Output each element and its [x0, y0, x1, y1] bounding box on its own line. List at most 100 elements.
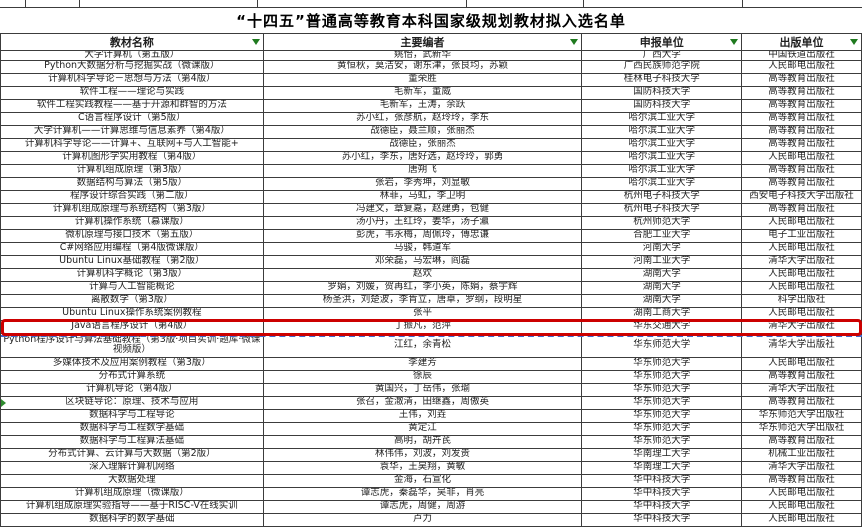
cell-textbook-name[interactable]: 软件工程——理论与实践 [1, 86, 264, 99]
cell-textbook-name[interactable]: 计算机图形学实用教程（第4版） [1, 151, 264, 164]
cell-organization[interactable]: 华中科技大学 [582, 474, 743, 487]
cell-editors[interactable]: 毛新军，董威 [264, 86, 583, 99]
cell-organization[interactable]: 杭州电子科技大学 [582, 203, 743, 216]
cell-textbook-name[interactable]: 计算与人工智能概论 [1, 281, 264, 294]
cell-organization[interactable]: 杭州电子科技大学 [582, 190, 743, 203]
cell-publisher[interactable]: 人民邮电出版社 [742, 60, 862, 73]
cell-editors[interactable]: 徐辰 [264, 370, 583, 383]
cell-textbook-name[interactable]: 计算机组成原理（第3版） [1, 164, 264, 177]
cell-editors[interactable]: 战德臣，张丽杰 [264, 138, 583, 151]
cell-editors[interactable]: 苏小红，张彦航，赵玲玲，李东 [264, 112, 583, 125]
cell-publisher[interactable]: 人民邮电出版社 [742, 500, 862, 513]
cell-editors[interactable]: 毛新军，王涛，余跃 [264, 99, 583, 112]
cell-textbook-name[interactable]: 计算机导论（第4版） [1, 383, 264, 396]
cell-organization[interactable]: 国防科技大学 [582, 86, 743, 99]
cell-organization[interactable]: 广西大学 [582, 51, 743, 60]
cell-publisher[interactable]: 高等教育出版社 [742, 138, 862, 151]
cell-organization[interactable]: 河南大学 [582, 242, 743, 255]
cell-editors[interactable]: 黄定江 [264, 422, 583, 435]
cell-publisher[interactable]: 高等教育出版社 [742, 203, 862, 216]
cell-publisher[interactable]: 电子工业出版社 [742, 229, 862, 242]
cell-editors[interactable]: 唐朔飞 [264, 164, 583, 177]
cell-textbook-name[interactable]: 分布式计算系统 [1, 370, 264, 383]
cell-publisher[interactable]: 华东师范大学出版社 [742, 409, 862, 422]
cell-organization[interactable]: 哈尔滨工业大学 [582, 138, 743, 151]
cell-publisher[interactable]: 高等教育出版社 [742, 177, 862, 190]
cell-editors[interactable]: 卢力 [264, 513, 583, 526]
cell-publisher[interactable]: 高等教育出版社 [742, 435, 862, 448]
cell-organization[interactable]: 华东师范大学 [582, 370, 743, 383]
cell-organization[interactable]: 哈尔滨工业大学 [582, 112, 743, 125]
header-cell-org[interactable]: 申报单位 [582, 34, 743, 50]
cell-editors[interactable]: 黄恒秋，莫洁安，谢东津，张良均，苏颖 [264, 60, 583, 73]
cell-editors[interactable]: 李建芳 [264, 357, 583, 370]
cell-textbook-name[interactable]: 计算机组成原理实验指导——基于RISC-V在线实训 [1, 500, 264, 513]
cell-editors[interactable]: 战德臣，聂兰顺，张丽杰 [264, 125, 583, 138]
cell-organization[interactable]: 哈尔滨工业大学 [582, 125, 743, 138]
cell-publisher[interactable]: 人民邮电出版社 [742, 242, 862, 255]
cell-publisher[interactable]: 人民邮电出版社 [742, 307, 862, 320]
cell-textbook-name[interactable]: 软件工程实践教程——基于开源和群智的方法 [1, 99, 264, 112]
cell-publisher[interactable]: 清华大学出版社 [742, 320, 862, 333]
cell-textbook-name[interactable]: 大学计算机——计算思维与信息素养（第4版） [1, 125, 264, 138]
cell-textbook-name[interactable]: 大数据处理 [1, 474, 264, 487]
filter-dropdown-icon[interactable] [251, 39, 260, 45]
cell-publisher[interactable]: 人民邮电出版社 [742, 268, 862, 281]
cell-organization[interactable]: 杭州师范大学 [582, 216, 743, 229]
cell-editors[interactable]: 高明，胡卉芪 [264, 435, 583, 448]
cell-organization[interactable]: 广西民族师范学院 [582, 60, 743, 73]
cell-textbook-name[interactable]: C#网络应用编程（第4版微课版） [1, 242, 264, 255]
cell-textbook-name[interactable]: 离散数学（第3版） [1, 294, 264, 307]
cell-textbook-name[interactable]: C语言程序设计（第5版） [1, 112, 264, 125]
cell-publisher[interactable]: 高等教育出版社 [742, 125, 862, 138]
cell-publisher[interactable]: 人民邮电出版社 [742, 151, 862, 164]
cell-textbook-name[interactable]: 计算机科学导论－思想与方法（第4版） [1, 73, 264, 86]
cell-publisher[interactable]: 高等教育出版社 [742, 164, 862, 177]
cell-publisher[interactable]: 高等教育出版社 [742, 99, 862, 112]
cell-organization[interactable]: 桂林电子科技大学 [582, 73, 743, 86]
cell-textbook-name[interactable]: 数据科学与工程算法基础 [1, 435, 264, 448]
cell-publisher[interactable]: 清华大学出版社 [742, 333, 862, 357]
cell-textbook-name[interactable]: 多媒体技术及应用案例教程（第3版） [1, 357, 264, 370]
cell-textbook-name[interactable]: 数据科学与工程导论 [1, 409, 264, 422]
cell-editors[interactable]: 林菲，马虹，李卫明 [264, 190, 583, 203]
filter-dropdown-icon[interactable] [849, 39, 858, 45]
cell-organization[interactable]: 湖南大学 [582, 294, 743, 307]
cell-publisher[interactable]: 人民邮电出版社 [742, 513, 862, 526]
cell-organization[interactable]: 哈尔滨工业大学 [582, 177, 743, 190]
cell-publisher[interactable]: 高等教育出版社 [742, 86, 862, 99]
cell-textbook-name[interactable]: 数据科学与工程数学基础 [1, 422, 264, 435]
cell-organization[interactable]: 湖南大学 [582, 281, 743, 294]
cell-editors[interactable]: 丁振凡，范萍 [264, 320, 583, 333]
cell-organization[interactable]: 湖南大学 [582, 268, 743, 281]
cell-editors[interactable]: 彭虎，韦永梅，周佩玲，傅忠谦 [264, 229, 583, 242]
filter-dropdown-icon[interactable] [730, 39, 739, 45]
header-cell-publisher[interactable]: 出版单位 [742, 34, 862, 50]
cell-organization[interactable]: 国防科技大学 [582, 99, 743, 112]
cell-textbook-name[interactable]: 数据科学的数学基础 [1, 513, 264, 526]
cell-editors[interactable]: 赵欢 [264, 268, 583, 281]
cell-organization[interactable]: 哈尔滨工业大学 [582, 151, 743, 164]
cell-editors[interactable]: 张召，金澈清，田继鑫，周傲英 [264, 396, 583, 409]
cell-organization[interactable]: 华东师范大学 [582, 383, 743, 396]
cell-textbook-name[interactable]: 计算机组成原理（微课版） [1, 487, 264, 500]
cell-textbook-name[interactable]: 区块链导论：原理、技术与应用 [1, 396, 264, 409]
cell-textbook-name[interactable]: 计算机组成原理与系统结构（第3版） [1, 203, 264, 216]
cell-textbook-name[interactable]: 计算机操作系统（慕课版） [1, 216, 264, 229]
cell-organization[interactable]: 华东师范大学 [582, 396, 743, 409]
cell-textbook-name[interactable]: 微机原理与接口技术（第五版） [1, 229, 264, 242]
cell-publisher[interactable]: 清华大学出版社 [742, 255, 862, 268]
cell-editors[interactable]: 邓荣磊，马宏琳，阎磊 [264, 255, 583, 268]
cell-textbook-name[interactable]: 计算机科学导论——计算+、互联网+与人工智能+ [1, 138, 264, 151]
cell-publisher[interactable]: 科学出版社 [742, 294, 862, 307]
cell-organization[interactable]: 华南理工大学 [582, 448, 743, 461]
cell-publisher[interactable]: 人民邮电出版社 [742, 357, 862, 370]
cell-editors[interactable]: 袁华，王昊翔，黄敏 [264, 461, 583, 474]
cell-publisher[interactable]: 高等教育出版社 [742, 73, 862, 86]
cell-publisher[interactable]: 高等教育出版社 [742, 474, 862, 487]
cell-textbook-name[interactable]: 分布式计算、云计算与大数据（第2版） [1, 448, 264, 461]
cell-organization[interactable]: 华东师范大学 [582, 435, 743, 448]
cell-organization[interactable]: 华南理工大学 [582, 461, 743, 474]
cell-editors[interactable]: 姚怡，武新华 [264, 51, 583, 60]
cell-editors[interactable]: 苏小红，李东，唐好选，赵玲玲，郭勇 [264, 151, 583, 164]
